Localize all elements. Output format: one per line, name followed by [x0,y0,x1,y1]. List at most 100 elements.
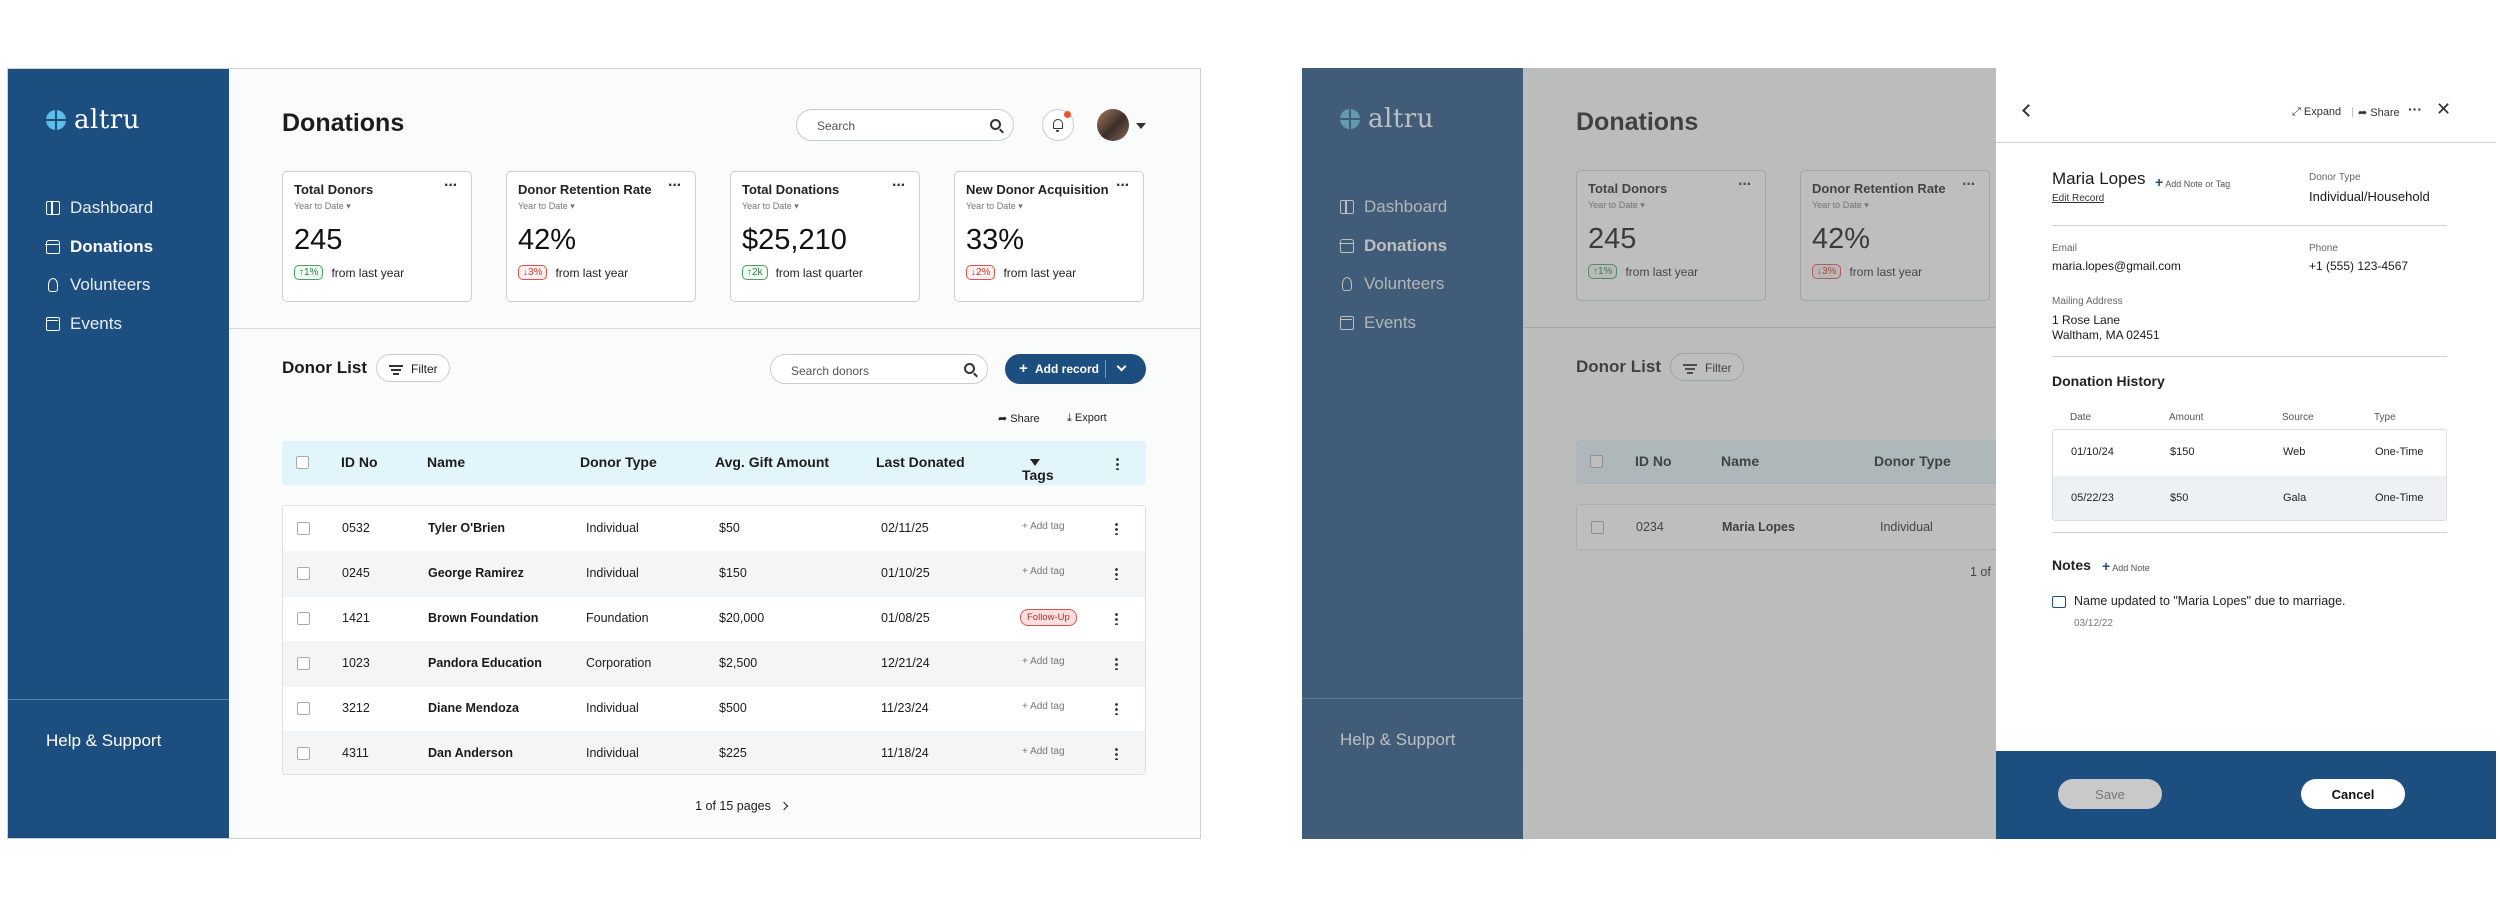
row-more-vertical-icon[interactable] [1115,612,1118,625]
donations-icon [45,239,60,254]
column-header[interactable]: Donor Type [1874,453,1951,469]
sidebar-item-events[interactable]: Events [46,305,153,344]
sidebar-item-donations[interactable]: Donations [1339,227,1447,266]
history-table-header: Date Amount Source Type [2052,405,2447,431]
donor-list-title: Donor List [1576,357,1661,376]
sidebar-item-dashboard[interactable]: Dashboard [46,189,153,228]
cell-avg-gift: $20,000 [719,611,765,625]
row-checkbox[interactable] [297,747,310,760]
donor-search-input[interactable]: Search donors [770,354,988,384]
column-header[interactable]: Last Donated [876,454,965,470]
kpi-period-select[interactable]: Year to Date ▾ [518,201,575,211]
expand-button[interactable]: ⤢ Expand [2292,106,2342,118]
column-header[interactable]: Avg. Gift Amount [715,454,830,470]
edit-record-link[interactable]: Edit Record [2052,193,2105,204]
avatar[interactable] [1097,109,1129,141]
table-row[interactable]: 3212 Diane Mendoza Individual $500 11/23/24 +… [283,686,1145,732]
more-icon[interactable]: ··· [2408,101,2422,117]
add-note-button[interactable]: + Add Note [2102,558,2150,574]
row-checkbox[interactable] [297,567,310,580]
kpi-compare: from last quarter [775,265,863,280]
table-row[interactable]: 01/10/24 $150 Web One-Time [2053,430,2446,476]
sidebar-item-events[interactable]: Events [1340,304,1447,343]
back-icon[interactable] [2022,104,2035,117]
notifications-button[interactable] [1042,109,1074,141]
logo[interactable]: altru [1340,104,1434,134]
cancel-button[interactable]: Cancel [2301,779,2405,809]
cell-last-donated: 01/08/25 [881,611,930,625]
tags-column-header[interactable]: Tags [1022,454,1054,483]
column-header[interactable]: ID No [1635,453,1672,469]
table-row[interactable]: 0532 Tyler O'Brien Individual $50 02/11/25 + … [283,506,1145,552]
row-checkbox[interactable] [1591,521,1604,534]
more-icon[interactable]: ··· [668,177,682,194]
help-support-link[interactable]: Help & Support [1340,730,1456,749]
filter-button[interactable]: Filter [376,354,450,382]
add-tag-button[interactable]: + Add tag [1022,566,1065,577]
sidebar-item-volunteers[interactable]: Volunteers [1340,265,1447,304]
sidebar-item-donations[interactable]: Donations [45,228,153,267]
save-button[interactable]: Save [2058,779,2162,809]
table-row[interactable]: 0245 George Ramirez Individual $150 01/10/25… [283,551,1145,597]
page-title: Donations [1576,108,1699,136]
volunteers-icon [1342,277,1352,292]
kpi-compare: from last year [1849,264,1923,279]
more-vertical-icon[interactable] [1116,457,1119,470]
close-icon[interactable]: ✕ [2436,99,2452,119]
row-checkbox[interactable] [297,522,310,535]
add-note-or-tag-button[interactable]: + Add Note or Tag [2155,174,2231,190]
add-tag-button[interactable]: + Add tag [1022,656,1065,667]
kpi-period-select[interactable]: Year to Date ▾ [1812,200,1869,210]
export-button[interactable]: ⤓ Export [1067,412,1107,424]
column-header[interactable]: ID No [341,454,378,470]
table-row[interactable]: 1421 Brown Foundation Foundation $20,000 01/… [283,596,1145,642]
kpi-change-badge: ↑1% [294,265,324,280]
next-page-icon[interactable] [779,801,789,811]
row-checkbox[interactable] [297,702,310,715]
modal-overlay[interactable] [1302,68,1996,839]
row-checkbox[interactable] [297,612,310,625]
more-icon[interactable]: ··· [1738,176,1752,193]
help-support-link[interactable]: Help & Support [46,731,162,750]
row-more-vertical-icon[interactable] [1115,567,1118,580]
column-header[interactable]: Name [1721,453,1760,469]
row-more-vertical-icon[interactable] [1115,657,1118,670]
sidebar-item-volunteers[interactable]: Volunteers [46,266,153,305]
kpi-period-select[interactable]: Year to Date ▾ [294,201,351,211]
add-record-button[interactable]: + Add record [1005,354,1146,384]
sidebar-item-dashboard[interactable]: Dashboard [1340,188,1447,227]
tag-badge[interactable]: Follow-Up [1020,609,1077,626]
share-button[interactable]: ➦ Share [2358,107,2400,119]
filter-button[interactable]: Filter [1670,353,1744,381]
row-more-vertical-icon[interactable] [1115,702,1118,715]
add-tag-button[interactable]: + Add tag [1022,521,1065,532]
table-row[interactable]: 05/22/23 $50 Gala One-Time [2053,476,2446,520]
share-button[interactable]: ➦ Share [998,413,1040,425]
table-row[interactable]: 0234 Maria Lopes Individual [1577,505,2439,549]
search-input[interactable]: Search [796,109,1014,141]
kpi-period-select[interactable]: Year to Date ▾ [742,201,799,211]
page-title: Donations [282,109,405,137]
row-more-vertical-icon[interactable] [1115,747,1118,760]
more-icon[interactable]: ··· [1962,176,1976,193]
column-header[interactable]: Name [427,454,466,470]
row-more-vertical-icon[interactable] [1115,522,1118,535]
table-row[interactable]: 4311 Dan Anderson Individual $225 11/18/24 + … [283,731,1145,774]
more-icon[interactable]: ··· [444,177,458,194]
select-all-checkbox[interactable] [1590,455,1603,468]
row-checkbox[interactable] [297,657,310,670]
column-header[interactable]: Donor Type [580,454,657,470]
add-record-dropdown-icon[interactable] [1116,361,1127,372]
filter-label: Filter [1705,361,1732,375]
email-value: maria.lopes@gmail.com [2052,259,2181,273]
kpi-period-select[interactable]: Year to Date ▾ [1588,200,1645,210]
logo[interactable]: altru [46,105,140,135]
more-icon[interactable]: ··· [1116,177,1130,194]
table-row[interactable]: 1023 Pandora Education Corporation $2,500 12… [283,641,1145,687]
account-menu-chevron-icon[interactable] [1136,123,1146,129]
more-icon[interactable]: ··· [892,177,906,194]
select-all-checkbox[interactable] [296,456,309,469]
kpi-period-select[interactable]: Year to Date ▾ [966,201,1023,211]
add-tag-button[interactable]: + Add tag [1022,701,1065,712]
add-tag-button[interactable]: + Add tag [1022,746,1065,757]
